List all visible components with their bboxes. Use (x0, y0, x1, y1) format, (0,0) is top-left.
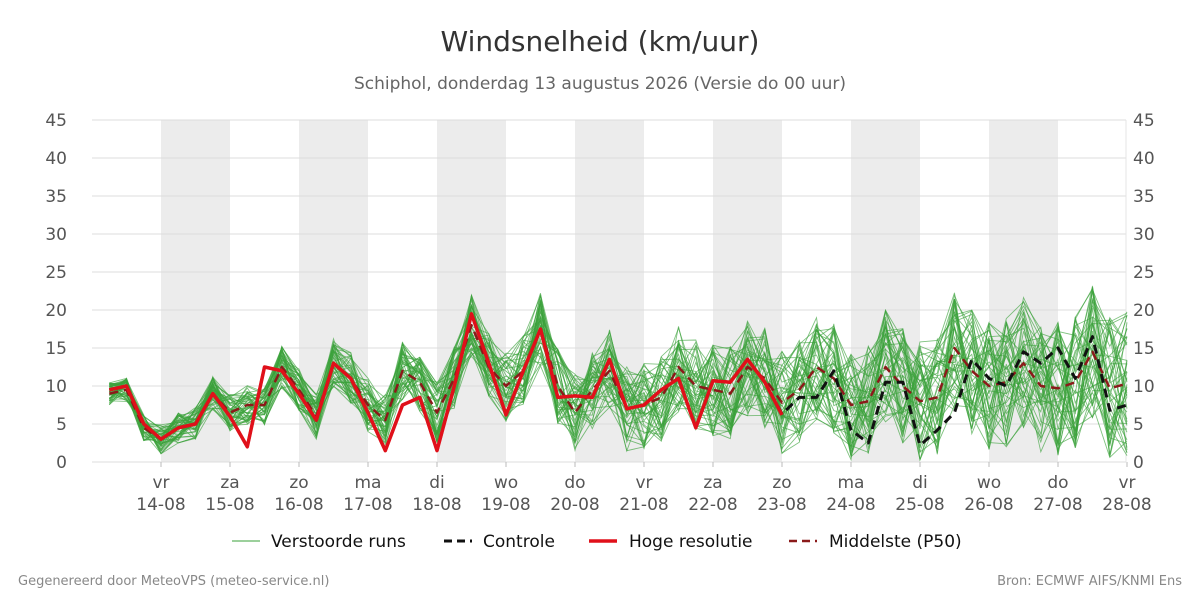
x-tick-date: 26-08 (964, 495, 1013, 515)
x-tick-date: 25-08 (895, 495, 944, 515)
legend-label-hoge-resolutie: Hoge resolutie (629, 532, 753, 552)
legend-label-controle: Controle (483, 532, 555, 552)
y-tick-label-left: 35 (45, 187, 67, 207)
y-tick-label-left: 20 (45, 301, 67, 321)
legend-item-ensemble: Verstoorde runs (232, 532, 406, 552)
y-tick-label-right: 5 (1133, 415, 1144, 435)
x-tick-date: 18-08 (412, 495, 461, 515)
y-tick-label-left: 0 (56, 453, 67, 473)
legend-item-controle: Controle (444, 532, 555, 552)
footer-source: Bron: ECMWF AIFS/KNMI Ens (997, 574, 1182, 589)
x-tick-day: zo (772, 473, 791, 493)
x-tick-day: wo (977, 473, 1001, 493)
x-tick-day: ma (355, 473, 382, 493)
x-tick-day: zo (289, 473, 308, 493)
series-line-hoge-resolutie (108, 312, 784, 453)
series-line-p50 (109, 323, 1128, 441)
y-tick-label-right: 15 (1133, 339, 1155, 359)
y-axis-ticks: 0 0 5 5 10 10 15 15 20 20 25 25 30 30 35 35 40 40 45 45 (45, 111, 1154, 473)
ensemble-run-line (109, 285, 1128, 456)
x-tick-day: di (912, 473, 928, 493)
x-tick-date: 21-08 (619, 495, 668, 515)
y-tick-label-left: 10 (45, 377, 67, 397)
y-tick-label-left: 5 (56, 415, 67, 435)
x-tick-day: di (429, 473, 445, 493)
x-tick-day: vr (1118, 473, 1135, 493)
chart-subtitle: Schiphol, donderdag 13 augustus 2026 (Ve… (354, 74, 846, 94)
legend-label-p50: Middelste (P50) (829, 532, 962, 552)
x-tick-date: 17-08 (343, 495, 392, 515)
footer-generated-by: Gegenereerd door MeteoVPS (meteo-service… (18, 574, 329, 589)
legend-item-p50: Middelste (P50) (789, 532, 962, 552)
x-tick-date: 22-08 (688, 495, 737, 515)
y-tick-label-right: 45 (1133, 111, 1155, 131)
y-tick-label-left: 40 (45, 149, 67, 169)
y-tick-label-right: 30 (1133, 225, 1155, 245)
legend-item-hoge-resolutie: Hoge resolutie (589, 532, 753, 552)
x-tick-date: 19-08 (481, 495, 530, 515)
x-tick-date: 20-08 (550, 495, 599, 515)
ensemble-run-line (109, 299, 1128, 447)
x-tick-day: ma (838, 473, 865, 493)
ensemble-run-line (108, 322, 1128, 449)
x-tick-day: do (1047, 473, 1068, 493)
x-tick-day: za (220, 473, 239, 493)
y-tick-label-left: 25 (45, 263, 67, 283)
x-axis-ticks: vr14-08za15-08zo16-08ma17-08di18-08wo19-… (136, 462, 1152, 515)
chart-title: Windsnelheid (km/uur) (441, 25, 760, 58)
x-tick-date: 23-08 (757, 495, 806, 515)
x-tick-day: vr (152, 473, 169, 493)
main-series (108, 312, 1128, 453)
y-tick-label-right: 10 (1133, 377, 1155, 397)
y-tick-label-right: 0 (1133, 453, 1144, 473)
ensemble-run-line (109, 314, 1128, 460)
ensemble-run-line (109, 298, 1128, 454)
y-tick-label-right: 35 (1133, 187, 1155, 207)
x-tick-day: wo (494, 473, 518, 493)
y-tick-label-left: 15 (45, 339, 67, 359)
legend-label-ensemble: Verstoorde runs (271, 532, 406, 552)
x-tick-date: 24-08 (826, 495, 875, 515)
y-tick-label-right: 20 (1133, 301, 1155, 321)
y-tick-label-right: 40 (1133, 149, 1155, 169)
x-tick-date: 14-08 (136, 495, 185, 515)
x-tick-day: do (564, 473, 585, 493)
y-tick-label-left: 30 (45, 225, 67, 245)
y-tick-label-left: 45 (45, 111, 67, 131)
y-tick-label-right: 25 (1133, 263, 1155, 283)
x-tick-date: 16-08 (274, 495, 323, 515)
x-tick-date: 27-08 (1033, 495, 1082, 515)
x-tick-day: vr (635, 473, 652, 493)
x-tick-date: 28-08 (1102, 495, 1151, 515)
x-tick-day: za (703, 473, 722, 493)
x-tick-date: 15-08 (205, 495, 254, 515)
legend: Verstoorde runs Controle Hoge resolutie … (232, 532, 962, 552)
